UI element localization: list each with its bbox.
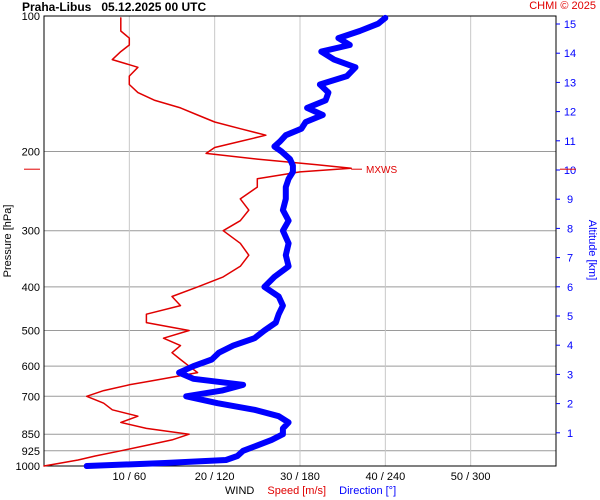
x-tick-label: 10 / 60 [113, 471, 147, 483]
x-tick-label: 30 / 180 [280, 471, 320, 483]
altitude-tick-label: 2 [567, 399, 573, 411]
direction-series-line [83, 14, 389, 469]
x-tick-label: 40 / 240 [365, 471, 405, 483]
altitude-tick-label: 10 [564, 165, 576, 177]
x-tick-labels: 10 / 60 20 / 120 30 / 180 40 / 240 50 / 300 [113, 471, 491, 483]
x-tick-label: 50 / 300 [451, 471, 491, 483]
series-group [43, 14, 389, 469]
x-tick-label: 20 / 120 [195, 471, 235, 483]
pressure-tick-label: 700 [22, 391, 40, 403]
pressure-tick-label: 850 [22, 429, 40, 441]
altitude-tick-label: 9 [567, 194, 573, 206]
mxws-label: MXWS [366, 165, 397, 176]
pressure-tick-label: 600 [22, 361, 40, 373]
altitude-tick-label: 4 [567, 340, 573, 352]
mxws-annotation: MXWS [24, 165, 576, 176]
x-label-direction: Direction [°] [339, 485, 397, 497]
x-label-speed: Speed [m/s] [267, 485, 327, 497]
plot-border [43, 15, 557, 467]
y-axis-label-left: Pressure [hPa] [2, 205, 14, 278]
pressure-tick-labels: 100 200 300 400 500 600 700 850 925 1000 [16, 11, 40, 473]
pressure-tick-label: 300 [22, 226, 40, 238]
y-axis-label-right: Altitude [km] [586, 220, 598, 281]
x-label-wind: WIND [225, 485, 255, 497]
altitude-tick-label: 15 [564, 19, 576, 31]
altitude-tick-label: 12 [564, 107, 576, 119]
station-name: Praha-Libus [22, 0, 92, 14]
altitude-tick-label: 3 [567, 369, 573, 381]
pressure-tick-label: 100 [22, 11, 40, 23]
altitude-tick-label: 11 [564, 136, 575, 148]
pressure-tick-label: 1000 [16, 461, 40, 473]
pressure-tick-label: 200 [22, 146, 40, 158]
altitude-tick-label: 8 [567, 223, 573, 235]
chart-title: Praha-Libus 05.12.2025 00 UTC [22, 0, 206, 14]
plot-frame [43, 15, 557, 467]
altitude-tick-label: 7 [567, 253, 573, 265]
grid-lines [44, 15, 556, 467]
altitude-tick-label: 14 [564, 48, 576, 60]
pressure-tick-label: 400 [22, 282, 40, 294]
x-axis-label: WIND Speed [m/s] Direction [°] [225, 485, 406, 497]
speed-series-line [43, 17, 352, 467]
pressure-tick-label: 500 [22, 326, 40, 338]
altitude-tick-label: 13 [564, 77, 576, 89]
pressure-tick-label: 925 [22, 446, 40, 458]
datetime: 05.12.2025 00 UTC [101, 0, 207, 14]
altitude-tick-label: 6 [567, 282, 573, 294]
altitude-tick-label: 5 [567, 311, 573, 323]
credit-label: CHMI © 2025 [529, 0, 596, 12]
altitude-tick-label: 1 [567, 428, 573, 440]
